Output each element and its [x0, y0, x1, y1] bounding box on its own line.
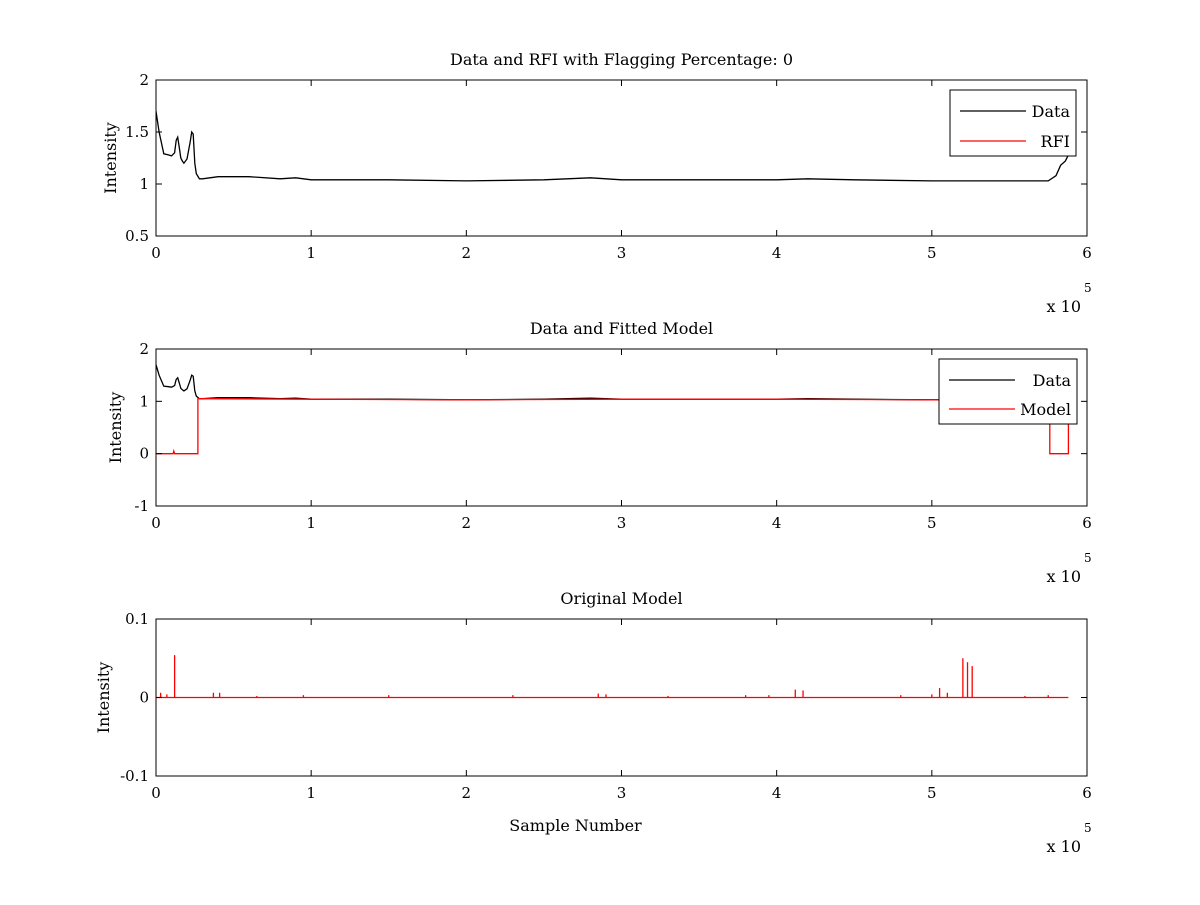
x-tick-label: 4 [772, 784, 782, 802]
legend: Data Model [938, 358, 1078, 425]
plot-area [155, 79, 1088, 237]
series-line-data [156, 111, 1069, 182]
x-tick-label: 5 [927, 784, 937, 802]
x-multiplier-exponent: 5 [1084, 551, 1092, 565]
x-tick-label: 2 [462, 244, 472, 262]
y-tick-label: 2 [139, 340, 149, 358]
x-multiplier-exponent: 5 [1084, 281, 1092, 295]
x-tick-label: 3 [617, 244, 627, 262]
x-tick-label: 1 [306, 784, 316, 802]
x-tick-label: 2 [462, 514, 472, 532]
legend-box [938, 358, 1078, 425]
plot-data [156, 111, 1069, 182]
legend: Data RFI [949, 89, 1077, 157]
x-tick-label: 2 [462, 784, 472, 802]
y-tick-label: -0.1 [120, 767, 149, 785]
plot-area [155, 348, 1088, 507]
x-tick-label: 5 [927, 244, 937, 262]
x-axis-label: Sample Number [509, 816, 642, 835]
y-axis-label: Intensity [101, 122, 120, 194]
y-tick-label: -1 [134, 497, 149, 515]
x-tick-label: 4 [772, 244, 782, 262]
x-tick-label: 0 [151, 514, 161, 532]
x-multiplier: x 10 [1047, 297, 1081, 316]
legend-box [949, 89, 1077, 157]
x-tick-label: 4 [772, 514, 782, 532]
legend-label: Model [1020, 400, 1071, 419]
y-tick-label: 1.5 [125, 123, 149, 141]
y-tick-label: 0.1 [125, 610, 149, 628]
x-tick-label: 3 [617, 514, 627, 532]
x-multiplier: x 10 [1047, 837, 1081, 856]
x-tick-label: 6 [1082, 244, 1092, 262]
legend-label: Data [1033, 371, 1072, 390]
x-tick-label: 5 [927, 514, 937, 532]
chart-title: Data and RFI with Flagging Percentage: 0 [450, 50, 793, 69]
x-tick-label: 6 [1082, 784, 1092, 802]
x-multiplier-exponent: 5 [1084, 821, 1092, 835]
y-tick-label: 2 [139, 71, 149, 89]
x-tick-label: 6 [1082, 514, 1092, 532]
x-multiplier: x 10 [1047, 567, 1081, 586]
x-tick-label: 1 [306, 514, 316, 532]
legend-label: RFI [1041, 132, 1070, 151]
plot-data [156, 655, 1069, 699]
x-tick-label: 3 [617, 784, 627, 802]
x-tick-label: 1 [306, 244, 316, 262]
y-tick-label: 0 [139, 445, 149, 463]
y-tick-label: 1 [139, 175, 149, 193]
chart-title: Original Model [560, 589, 682, 608]
x-tick-label: 0 [151, 784, 161, 802]
y-axis-label: Intensity [106, 392, 125, 464]
y-axis-label: Intensity [94, 662, 113, 734]
y-tick-label: 0.5 [125, 227, 149, 245]
chart-title: Data and Fitted Model [530, 319, 713, 338]
y-tick-label: 0 [139, 689, 149, 707]
y-tick-label: 1 [139, 392, 149, 410]
subplot-1: 0 1 2 3 4 5 6 0.5 1 1.5 2 Data and RFI with Flaggin… [101, 50, 1092, 316]
x-tick-label: 0 [151, 244, 161, 262]
legend-label: Data [1032, 102, 1071, 121]
